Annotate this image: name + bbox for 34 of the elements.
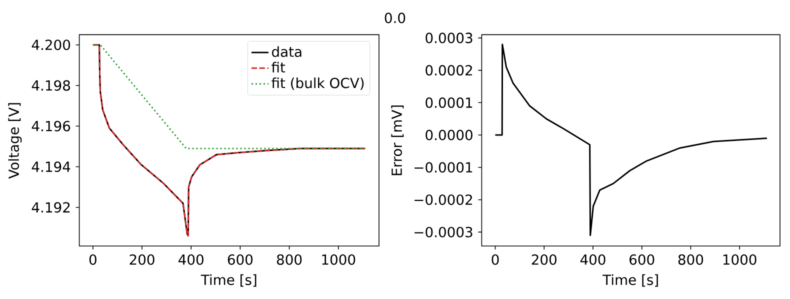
x-axis-title: Time [s] (200, 274, 256, 287)
y-tick-label: 0.0000 (426, 130, 472, 140)
y-tick-label: 4.200 (32, 40, 70, 50)
y-tick-label: 4.192 (32, 202, 70, 213)
legend-label: data (272, 46, 302, 57)
y-tick-label: 0.0001 (426, 97, 472, 108)
line-series (494, 44, 768, 236)
x-tick-label: 1000 (322, 254, 356, 265)
y-tick-label: 0.0002 (426, 65, 472, 76)
y-tick-label: −0.0001 (414, 162, 472, 173)
x-tick-label: 0 (492, 254, 499, 265)
y-tick-label: −0.0003 (414, 226, 472, 238)
legend-label: fit (272, 62, 286, 72)
x-tick-label: 200 (130, 254, 154, 265)
x-tick-label: 800 (276, 254, 302, 265)
y-tick-label: 0.0003 (426, 32, 472, 44)
x-tick-label: 200 (532, 254, 556, 265)
chart-title: 0.0 (384, 12, 406, 24)
y-axis-title: Voltage [V] (8, 103, 22, 179)
line-series (92, 44, 366, 237)
x-tick-label: 600 (630, 254, 654, 265)
x-tick-label: 600 (228, 254, 253, 265)
y-tick-label: 4.198 (32, 80, 70, 91)
legend-label: fit (bulk OCV) (272, 77, 364, 90)
x-tick-label: 1000 (723, 254, 756, 265)
x-tick-label: 400 (580, 254, 606, 265)
y-tick-label: 4.194 (32, 161, 70, 172)
x-axis-title: Time [s] (602, 274, 658, 287)
x-tick-label: 0 (89, 254, 96, 265)
y-axis-title: Error [mV] (391, 105, 404, 176)
y-tick-label: 4.196 (32, 120, 70, 132)
x-tick-label: 400 (178, 254, 204, 265)
x-tick-label: 800 (678, 254, 704, 265)
y-tick-label: −0.0002 (414, 194, 472, 205)
